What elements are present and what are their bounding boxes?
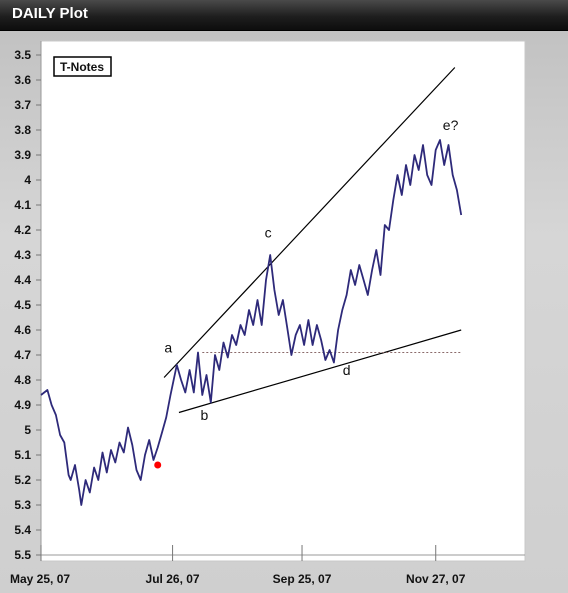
trendline	[163, 67, 456, 378]
y-tick-label: 5.1	[14, 448, 31, 462]
y-tick-label: 3.9	[14, 148, 31, 162]
wave-label: b	[201, 407, 209, 423]
title-bar: DAILY Plot	[0, 0, 568, 31]
y-tick-label: 3.8	[14, 123, 31, 137]
wave-label: c	[265, 225, 272, 241]
wave-label: d	[343, 362, 351, 378]
x-tick-label: Jul 26, 07	[146, 572, 200, 586]
x-tick-label: Nov 27, 07	[406, 572, 466, 586]
trendlines	[163, 67, 462, 414]
marker-point	[154, 461, 162, 469]
y-tick-label: 4.7	[14, 348, 31, 362]
y-tick-label: 3.6	[14, 73, 31, 87]
y-tick-label: 4.6	[14, 323, 31, 337]
y-tick-label: 4.9	[14, 398, 31, 412]
y-tick-label: 4.2	[14, 223, 31, 237]
y-tick-label: 4.3	[14, 248, 31, 262]
y-tick-label: 3.5	[14, 48, 31, 62]
legend-label: T-Notes	[60, 60, 104, 74]
wave-label: a	[164, 340, 172, 356]
y-axis: 3.5 3.6 3.7 3.8 3.9 4 4.1 4.2 4.3 4.4 4.5 4.6 4.7 4.8…	[14, 48, 41, 562]
y-tick-label: 5.2	[14, 473, 31, 487]
series-legend: T-Notes	[53, 56, 112, 77]
y-tick-label: 5	[24, 423, 31, 437]
legend-box	[53, 56, 112, 77]
y-tick-label: 3.7	[14, 98, 31, 112]
wave-labels: a b c d e?	[164, 117, 458, 423]
y-tick-label: 5.5	[14, 548, 31, 562]
y-tick-label: 4	[24, 173, 31, 187]
x-tick-label: Sep 25, 07	[273, 572, 332, 586]
wave-label: e?	[443, 117, 459, 133]
price-line	[40, 139, 463, 506]
y-tick-label: 5.4	[14, 523, 31, 537]
window-title: DAILY Plot	[12, 5, 88, 22]
y-tick-label: 4.1	[14, 198, 31, 212]
trendline	[178, 329, 462, 414]
y-tick-label: 4.4	[14, 273, 31, 287]
y-tick-label: 5.3	[14, 498, 31, 512]
x-tick-label: May 25, 07	[10, 572, 70, 586]
price-series	[40, 139, 463, 506]
y-tick-label: 4.5	[14, 298, 31, 312]
x-axis: May 25, 07 Jul 26, 07 Sep 25, 07 Nov 27, 07	[10, 545, 466, 586]
y-tick-label: 4.8	[14, 373, 31, 387]
